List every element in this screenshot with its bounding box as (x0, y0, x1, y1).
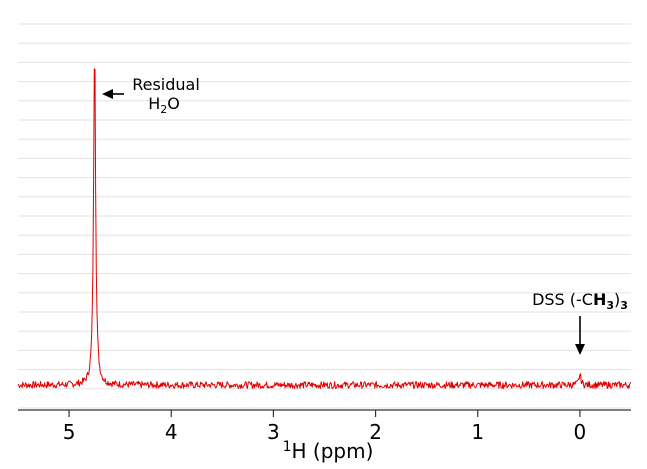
annotation-dss-arrowhead (575, 344, 585, 355)
x-tick-label: 0 (574, 420, 587, 444)
x-axis-label-text: H (ppm) (292, 439, 374, 463)
annotation-residual-arrowhead (102, 89, 113, 99)
spectrum-line (17, 68, 632, 389)
annotation-residual-water: Residual H2O (102, 75, 200, 116)
x-tick-label: 5 (63, 420, 76, 444)
x-tick-label: 4 (165, 420, 178, 444)
x-axis-label-superscript: 1 (283, 439, 292, 455)
annotation-dss-label: DSS (-CH3)3 (532, 290, 628, 312)
x-axis-label: 1H (ppm) (283, 439, 374, 463)
annotation-h2o: H2O (148, 94, 180, 116)
annotation-dss: DSS (-CH3)3 (532, 290, 628, 355)
grid-lines (18, 23, 631, 409)
annotation-residual-line1: Residual (132, 75, 200, 94)
x-tick-label: 3 (267, 420, 280, 444)
x-tick-label: 2 (369, 420, 382, 444)
x-tick-label: 1 (471, 420, 484, 444)
x-axis-ticks: 5 4 3 2 1 0 (63, 410, 587, 444)
